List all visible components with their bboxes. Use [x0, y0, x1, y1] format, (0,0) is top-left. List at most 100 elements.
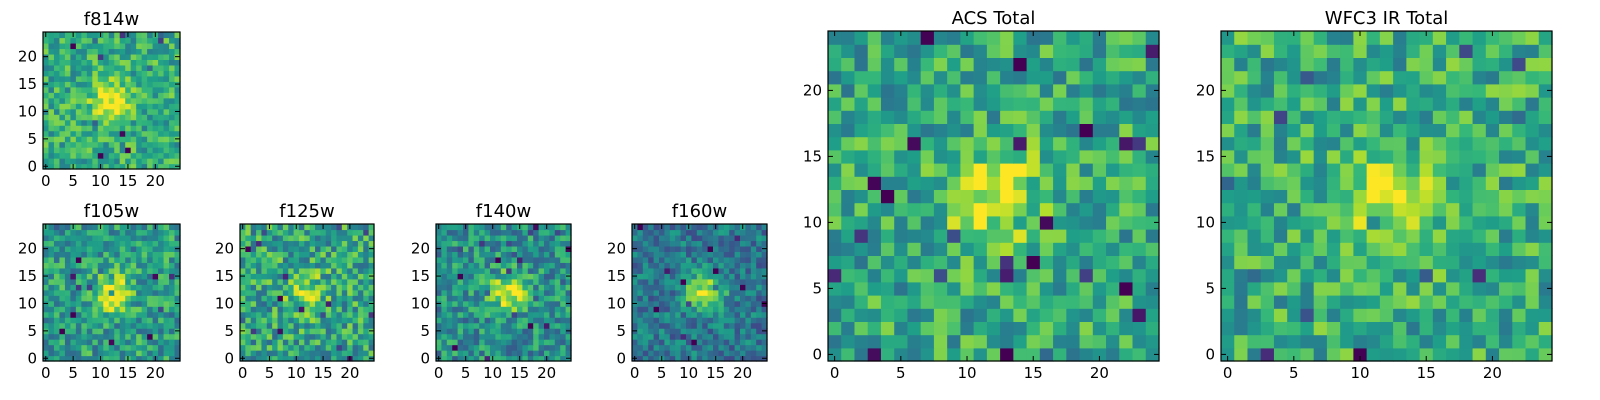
pixel-cell: [256, 295, 263, 302]
pixel-cell: [59, 306, 66, 313]
pixel-cell: [1406, 44, 1421, 58]
pixel-cell: [1393, 229, 1407, 243]
pixel-cell: [517, 256, 523, 263]
pixel-cell: [446, 278, 453, 285]
pixel-cell: [357, 229, 364, 236]
pixel-cell: [1472, 97, 1487, 111]
pixel-cell: [549, 256, 556, 263]
pixel-cell: [554, 311, 561, 318]
pixel-cell: [59, 245, 66, 252]
pixel-cell: [141, 75, 148, 82]
pixel-cell: [147, 289, 154, 296]
pixel-cell: [163, 344, 170, 351]
pixel-cell: [761, 306, 768, 313]
pixel-cell: [1106, 347, 1120, 362]
pixel-cell: [1459, 110, 1474, 124]
pixel-cell: [1366, 268, 1381, 283]
pixel-cell: [933, 31, 948, 45]
pixel-cell: [304, 317, 311, 324]
pixel-cell: [511, 295, 518, 302]
pixel-cell: [544, 234, 550, 242]
pixel-cell: [245, 344, 252, 351]
pixel-cell: [1287, 44, 1302, 58]
pixel-cell: [352, 339, 359, 346]
x-tick-label: 10: [91, 172, 110, 190]
pixel-cell: [554, 350, 561, 357]
pixel-cell: [648, 273, 655, 280]
pixel-cell: [484, 295, 491, 302]
pixel-cell: [136, 86, 143, 93]
pixel-cell: [136, 147, 143, 154]
pixel-cell: [495, 273, 502, 280]
pixel-cell: [357, 350, 364, 357]
pixel-cell: [1393, 321, 1407, 336]
pixel-cell: [174, 125, 181, 132]
pixel-cell: [468, 295, 475, 302]
pixel-cell: [560, 229, 567, 236]
pixel-cell: [500, 350, 507, 357]
pixel-cell: [158, 86, 165, 93]
pixel-cell: [696, 267, 703, 274]
y-tick-label: 0: [616, 349, 626, 367]
pixel-cell: [158, 317, 165, 324]
pixel-cell: [1013, 295, 1028, 309]
pixel-cell: [53, 328, 61, 335]
pixel-cell: [1472, 70, 1487, 85]
pixel-cell: [130, 295, 137, 302]
pixel-cell: [86, 229, 93, 236]
pixel-cell: [718, 289, 725, 296]
pixel-cell: [457, 344, 464, 351]
pixel-cell: [256, 262, 263, 269]
pixel-cell: [75, 108, 82, 115]
pixel-cell: [517, 333, 523, 340]
pixel-cell: [331, 295, 338, 302]
pixel-cell: [1525, 31, 1540, 45]
pixel-cell: [723, 256, 730, 263]
pixel-cell: [1000, 321, 1014, 336]
pixel-cell: [92, 278, 99, 285]
x-tick-label: 10: [679, 364, 698, 382]
pixel-cell: [1000, 31, 1014, 45]
pixel-cell: [125, 75, 132, 82]
pixel-cell: [1379, 229, 1394, 243]
pixel-cell: [108, 59, 115, 66]
pixel-cell: [669, 229, 676, 236]
pixel-cell: [1300, 202, 1315, 217]
pixel-cell: [828, 97, 842, 111]
pixel-cell: [436, 339, 442, 346]
pixel-cell: [761, 234, 768, 242]
pixel-cell: [320, 262, 327, 269]
pixel-cell: [473, 284, 480, 291]
pixel-cell: [484, 355, 491, 362]
pixel-cell: [169, 300, 176, 307]
pixel-cell: [59, 70, 66, 77]
pixel-cell: [282, 339, 289, 346]
pixel-cell: [947, 308, 961, 322]
pixel-cell: [169, 344, 176, 351]
pixel-cell: [114, 262, 121, 269]
pixel-cell: [1485, 31, 1500, 45]
pixel-cell: [1132, 97, 1147, 111]
pixel-cell: [1000, 149, 1014, 164]
pixel-cell: [1079, 136, 1094, 151]
pixel-cell: [1472, 189, 1487, 204]
pixel-cell: [158, 37, 165, 44]
pixel-cell: [97, 147, 104, 154]
pixel-cell: [907, 255, 922, 270]
pixel-cell: [560, 333, 567, 340]
pixel-cell: [1353, 321, 1368, 336]
pixel-cell: [114, 333, 121, 340]
pixel-cell: [298, 245, 305, 252]
pixel-cell: [92, 344, 99, 351]
pixel-cell: [1145, 202, 1160, 217]
pixel-cell: [642, 322, 649, 329]
pixel-cell: [544, 333, 550, 340]
image-cells: [240, 224, 375, 362]
pixel-cell: [723, 328, 730, 335]
pixel-cell: [1026, 281, 1041, 296]
pixel-cell: [86, 108, 93, 115]
pixel-cell: [298, 262, 305, 269]
pixel-cell: [169, 32, 176, 39]
pixel-cell: [484, 317, 491, 324]
pixel-cell: [1026, 229, 1041, 243]
